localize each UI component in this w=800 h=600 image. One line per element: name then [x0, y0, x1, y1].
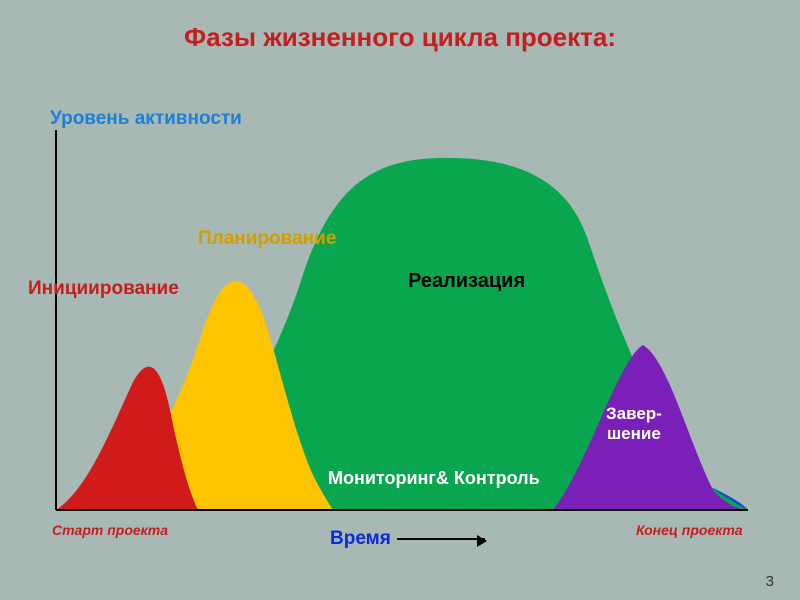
chart-title: Фазы жизненного цикла проекта:	[0, 0, 800, 53]
chart-svg	[48, 120, 758, 520]
chart-area: Мониторинг& Контроль Реализация Завер- шен…	[48, 120, 758, 520]
time-arrow-icon	[397, 538, 485, 540]
x-axis-end-label: Конец проекта	[636, 522, 743, 538]
slide-number: 3	[766, 573, 774, 590]
x-axis-start-label: Старт проекта	[52, 522, 168, 538]
phase-label-initiation: Инициирование	[28, 278, 179, 300]
phase-label-completion: Завер- шение	[606, 404, 662, 444]
phase-label-monitoring: Мониторинг& Контроль	[328, 468, 540, 489]
x-axis-time-label: Время	[330, 528, 391, 550]
x-axis-time-group: Время	[330, 528, 485, 550]
phase-label-planning: Планирование	[198, 228, 336, 250]
phase-label-realization: Реализация	[408, 270, 525, 293]
